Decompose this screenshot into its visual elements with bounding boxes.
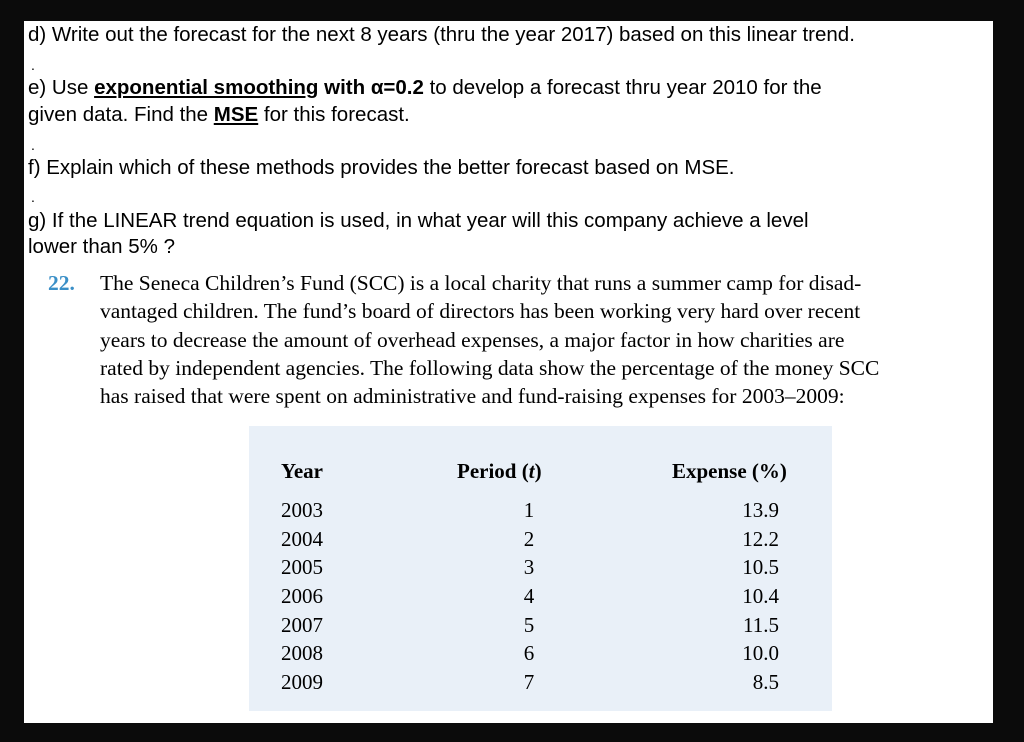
expense-cell: 13.9: [742, 498, 779, 522]
question-g-line2: lower than 5% ?: [28, 235, 176, 258]
period-cell: 5: [523, 612, 535, 637]
period-cell: 2: [523, 526, 535, 551]
year-cell: 2009: [281, 670, 323, 695]
question-d: d) Write out the forecast for the next 8…: [28, 23, 855, 46]
separator-dot: .: [31, 57, 35, 73]
year-cell: 2005: [281, 555, 323, 580]
problem-text-line: has raised that were spent on administra…: [100, 384, 845, 409]
period-cell: 4: [523, 584, 535, 609]
expense-cell: 8.5: [752, 670, 779, 695]
question-e-alpha: with α=0.2: [318, 76, 424, 99]
question-e-line1-rest: to develop a forecast thru year 2010 for…: [423, 76, 822, 99]
problem-text: The Seneca Children’s Fund (SCC) is a lo…: [100, 269, 946, 410]
problem-number: 22.: [48, 271, 75, 295]
expense-cell: 10.5: [742, 555, 779, 580]
question-e-line2: given data. Find the MSE for this foreca…: [28, 102, 410, 128]
expense-cell: 12.2: [742, 526, 779, 551]
header-period-close: ): [534, 459, 542, 483]
header-period-t: t: [528, 459, 535, 483]
data-table: Year Period (t) Expense (%) 2003 2004 20…: [249, 426, 832, 711]
header-expense: Expense (%): [672, 459, 787, 483]
problem-text-line: vantaged children. The fund’s board of d…: [100, 299, 861, 324]
expense-cell: 11.5: [743, 612, 779, 637]
period-cell: 1: [523, 498, 535, 522]
question-e-prefix: e) Use: [28, 76, 95, 99]
problem-text-line: years to decrease the amount of overhead…: [100, 327, 845, 352]
separator-dot: .: [31, 137, 35, 153]
year-cell: 2004: [281, 526, 323, 551]
expense-cell: 10.4: [742, 584, 779, 609]
question-g-line1: g) If the LINEAR trend equation is used,…: [28, 209, 809, 232]
problem-text-line: The Seneca Children’s Fund (SCC) is a lo…: [100, 271, 862, 295]
year-cell: 2006: [281, 584, 323, 609]
document-page: d) Write out the forecast for the next 8…: [24, 21, 993, 723]
period-cell: 7: [523, 670, 535, 695]
period-cell: 6: [523, 641, 535, 666]
year-cell: 2003: [281, 498, 323, 522]
header-period-text: Period (: [457, 459, 529, 483]
year-column: 2003 2004 2005 2006 2007 2008 2009: [281, 496, 323, 697]
question-e-method: exponential smoothing: [94, 76, 319, 99]
problem-text-line: rated by independent agencies. The follo…: [100, 355, 880, 380]
year-cell: 2008: [281, 641, 323, 666]
header-period: Period (t): [457, 458, 542, 484]
period-column: 1 2 3 4 5 6 7: [509, 496, 549, 697]
question-e-line2-prefix: given data. Find the: [28, 103, 214, 126]
header-year: Year: [281, 459, 323, 483]
question-e-line1: e) Use exponential smoothing with α=0.2 …: [28, 75, 822, 101]
question-e-line2-rest: for this forecast.: [258, 103, 410, 126]
question-f: f) Explain which of these methods provid…: [28, 156, 735, 179]
expense-column: 13.9 12.2 10.5 10.4 11.5 10.0 8.5: [719, 496, 779, 697]
year-cell: 2007: [281, 612, 323, 637]
expense-cell: 10.0: [742, 641, 779, 666]
question-e-mse: MSE: [213, 103, 259, 126]
period-cell: 3: [523, 555, 535, 580]
separator-dot: .: [31, 189, 35, 205]
